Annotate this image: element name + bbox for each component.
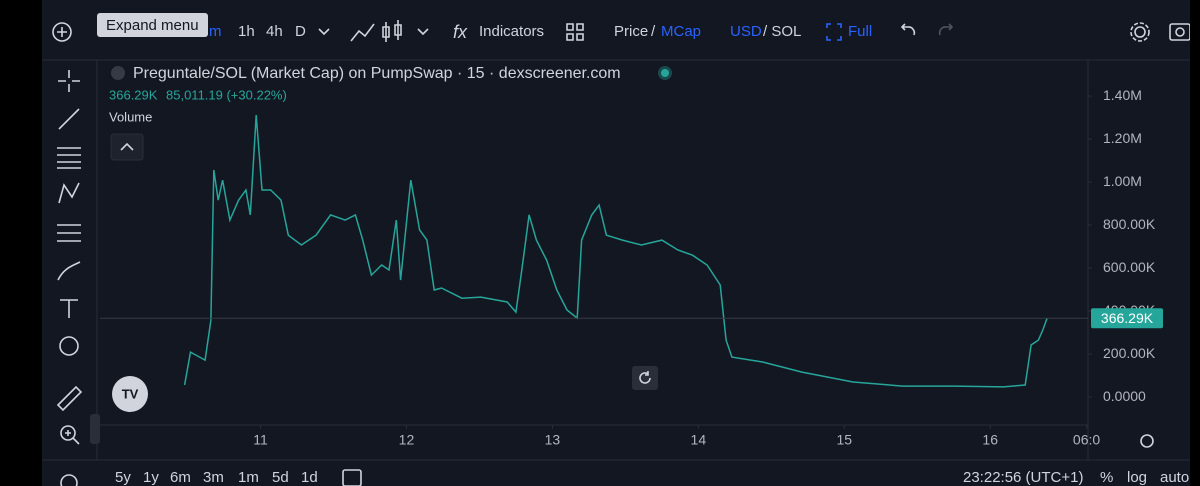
price-toggle[interactable]: Price — [614, 23, 648, 40]
range-button[interactable]: 5y — [115, 469, 131, 486]
range-button[interactable]: 1m — [238, 469, 259, 486]
settings-icon[interactable] — [1134, 26, 1146, 38]
more-tool[interactable] — [60, 474, 78, 486]
camera-lens — [1175, 27, 1185, 37]
fib-tool[interactable] — [57, 147, 81, 169]
pattern-tool[interactable] — [58, 182, 80, 204]
x-tick-label: 15 — [836, 432, 852, 448]
tooltip: Expand menu — [106, 17, 199, 34]
y-tick-label: 0.0000 — [1103, 388, 1146, 404]
separator: / — [651, 23, 656, 40]
screen-edge — [1190, 0, 1200, 486]
range-bar: 5y 1y 6m 3m 1m 5d 1d — [115, 469, 318, 486]
top-toolbar — [42, 0, 1190, 60]
app-bg — [42, 0, 1190, 486]
dropdown-icon[interactable] — [318, 28, 330, 36]
settings-icon-gear — [1130, 22, 1150, 42]
percent-toggle[interactable]: % — [1100, 469, 1113, 486]
interval[interactable]: m — [209, 23, 222, 40]
dropdown-icon[interactable] — [417, 28, 429, 36]
interval[interactable]: 1h — [238, 23, 255, 40]
templates-icon[interactable] — [566, 23, 584, 41]
range-button[interactable]: 6m — [170, 469, 191, 486]
tooltip-bg — [97, 13, 208, 37]
tv-logo — [112, 376, 148, 412]
undo-icon[interactable] — [900, 23, 916, 36]
legend-last: 366.29K — [109, 87, 158, 102]
interval[interactable]: D — [295, 23, 306, 40]
y-tick-label: 1.00M — [1103, 173, 1142, 189]
sol-toggle[interactable]: / SOL — [763, 23, 801, 40]
legend-change: 85,011.19 (+30.22%) — [166, 87, 287, 102]
add-icon[interactable] — [52, 22, 72, 42]
full-icon[interactable] — [826, 23, 842, 41]
x-tick-label: 06:0 — [1073, 432, 1100, 448]
chart-title: Preguntale/SOL (Market Cap) on PumpSwap … — [133, 65, 621, 82]
range-button[interactable]: 3m — [203, 469, 224, 486]
ruler-tool[interactable] — [56, 385, 83, 412]
reset-button[interactable] — [632, 366, 658, 390]
emoji-tool[interactable] — [59, 336, 79, 356]
last-price-label: 366.29K — [1101, 310, 1154, 326]
range-button[interactable]: 1d — [301, 469, 318, 486]
clock: 23:22:56 (UTC+1) — [963, 469, 1083, 486]
tv-logo-text: TV — [122, 386, 139, 401]
reset-icon — [639, 371, 651, 384]
y-tick-label: 800.00K — [1103, 216, 1156, 232]
range-button[interactable]: 5d — [272, 469, 289, 486]
crosshair-tool[interactable] — [58, 70, 80, 92]
token-icon — [111, 66, 125, 80]
fx-icon: fx — [453, 22, 468, 42]
x-tick-label: 13 — [545, 432, 561, 448]
y-tick-label: 1.20M — [1103, 130, 1142, 146]
zoom-tool[interactable] — [60, 425, 76, 441]
forecast-tool[interactable] — [57, 224, 81, 242]
collapse-handle[interactable] — [90, 414, 100, 444]
y-tick-label: 1.40M — [1103, 87, 1142, 103]
line-style-icon[interactable] — [350, 23, 375, 42]
collapse-icon — [120, 142, 134, 151]
last-price-box — [1091, 308, 1163, 329]
log-toggle[interactable]: log — [1127, 469, 1147, 486]
x-tick-label: 14 — [691, 432, 707, 448]
axis-settings-icon[interactable] — [1140, 434, 1154, 448]
trendline-tool[interactable] — [58, 108, 80, 130]
add-icon-plus — [57, 27, 67, 37]
collapse-button[interactable] — [110, 133, 144, 161]
y-tick-label: 200.00K — [1103, 345, 1156, 361]
indicators[interactable]: Indicators — [479, 23, 544, 40]
x-tick-label: 11 — [253, 432, 268, 448]
live-dot — [661, 69, 669, 77]
y-tick-label: 600.00K — [1103, 259, 1156, 275]
x-tick-label: 16 — [982, 432, 998, 448]
interval[interactable]: 4h — [266, 23, 283, 40]
x-tick-label: 12 — [399, 432, 415, 448]
text-tool[interactable] — [60, 299, 78, 318]
volume-label: Volume — [109, 109, 152, 124]
mcap-toggle[interactable]: MCap — [661, 23, 701, 40]
zoom-tool-plus — [65, 430, 80, 445]
usd-toggle[interactable]: USD — [730, 23, 762, 40]
candle-style-icon[interactable] — [382, 20, 402, 42]
full[interactable]: Full — [848, 23, 872, 40]
price-line — [183, 114, 1048, 388]
auto-toggle[interactable]: auto — [1160, 469, 1189, 486]
calendar-icon[interactable] — [342, 469, 362, 486]
range-button[interactable]: 1y — [143, 469, 159, 486]
brush-tool[interactable] — [57, 261, 81, 281]
redo-icon[interactable] — [938, 23, 954, 36]
